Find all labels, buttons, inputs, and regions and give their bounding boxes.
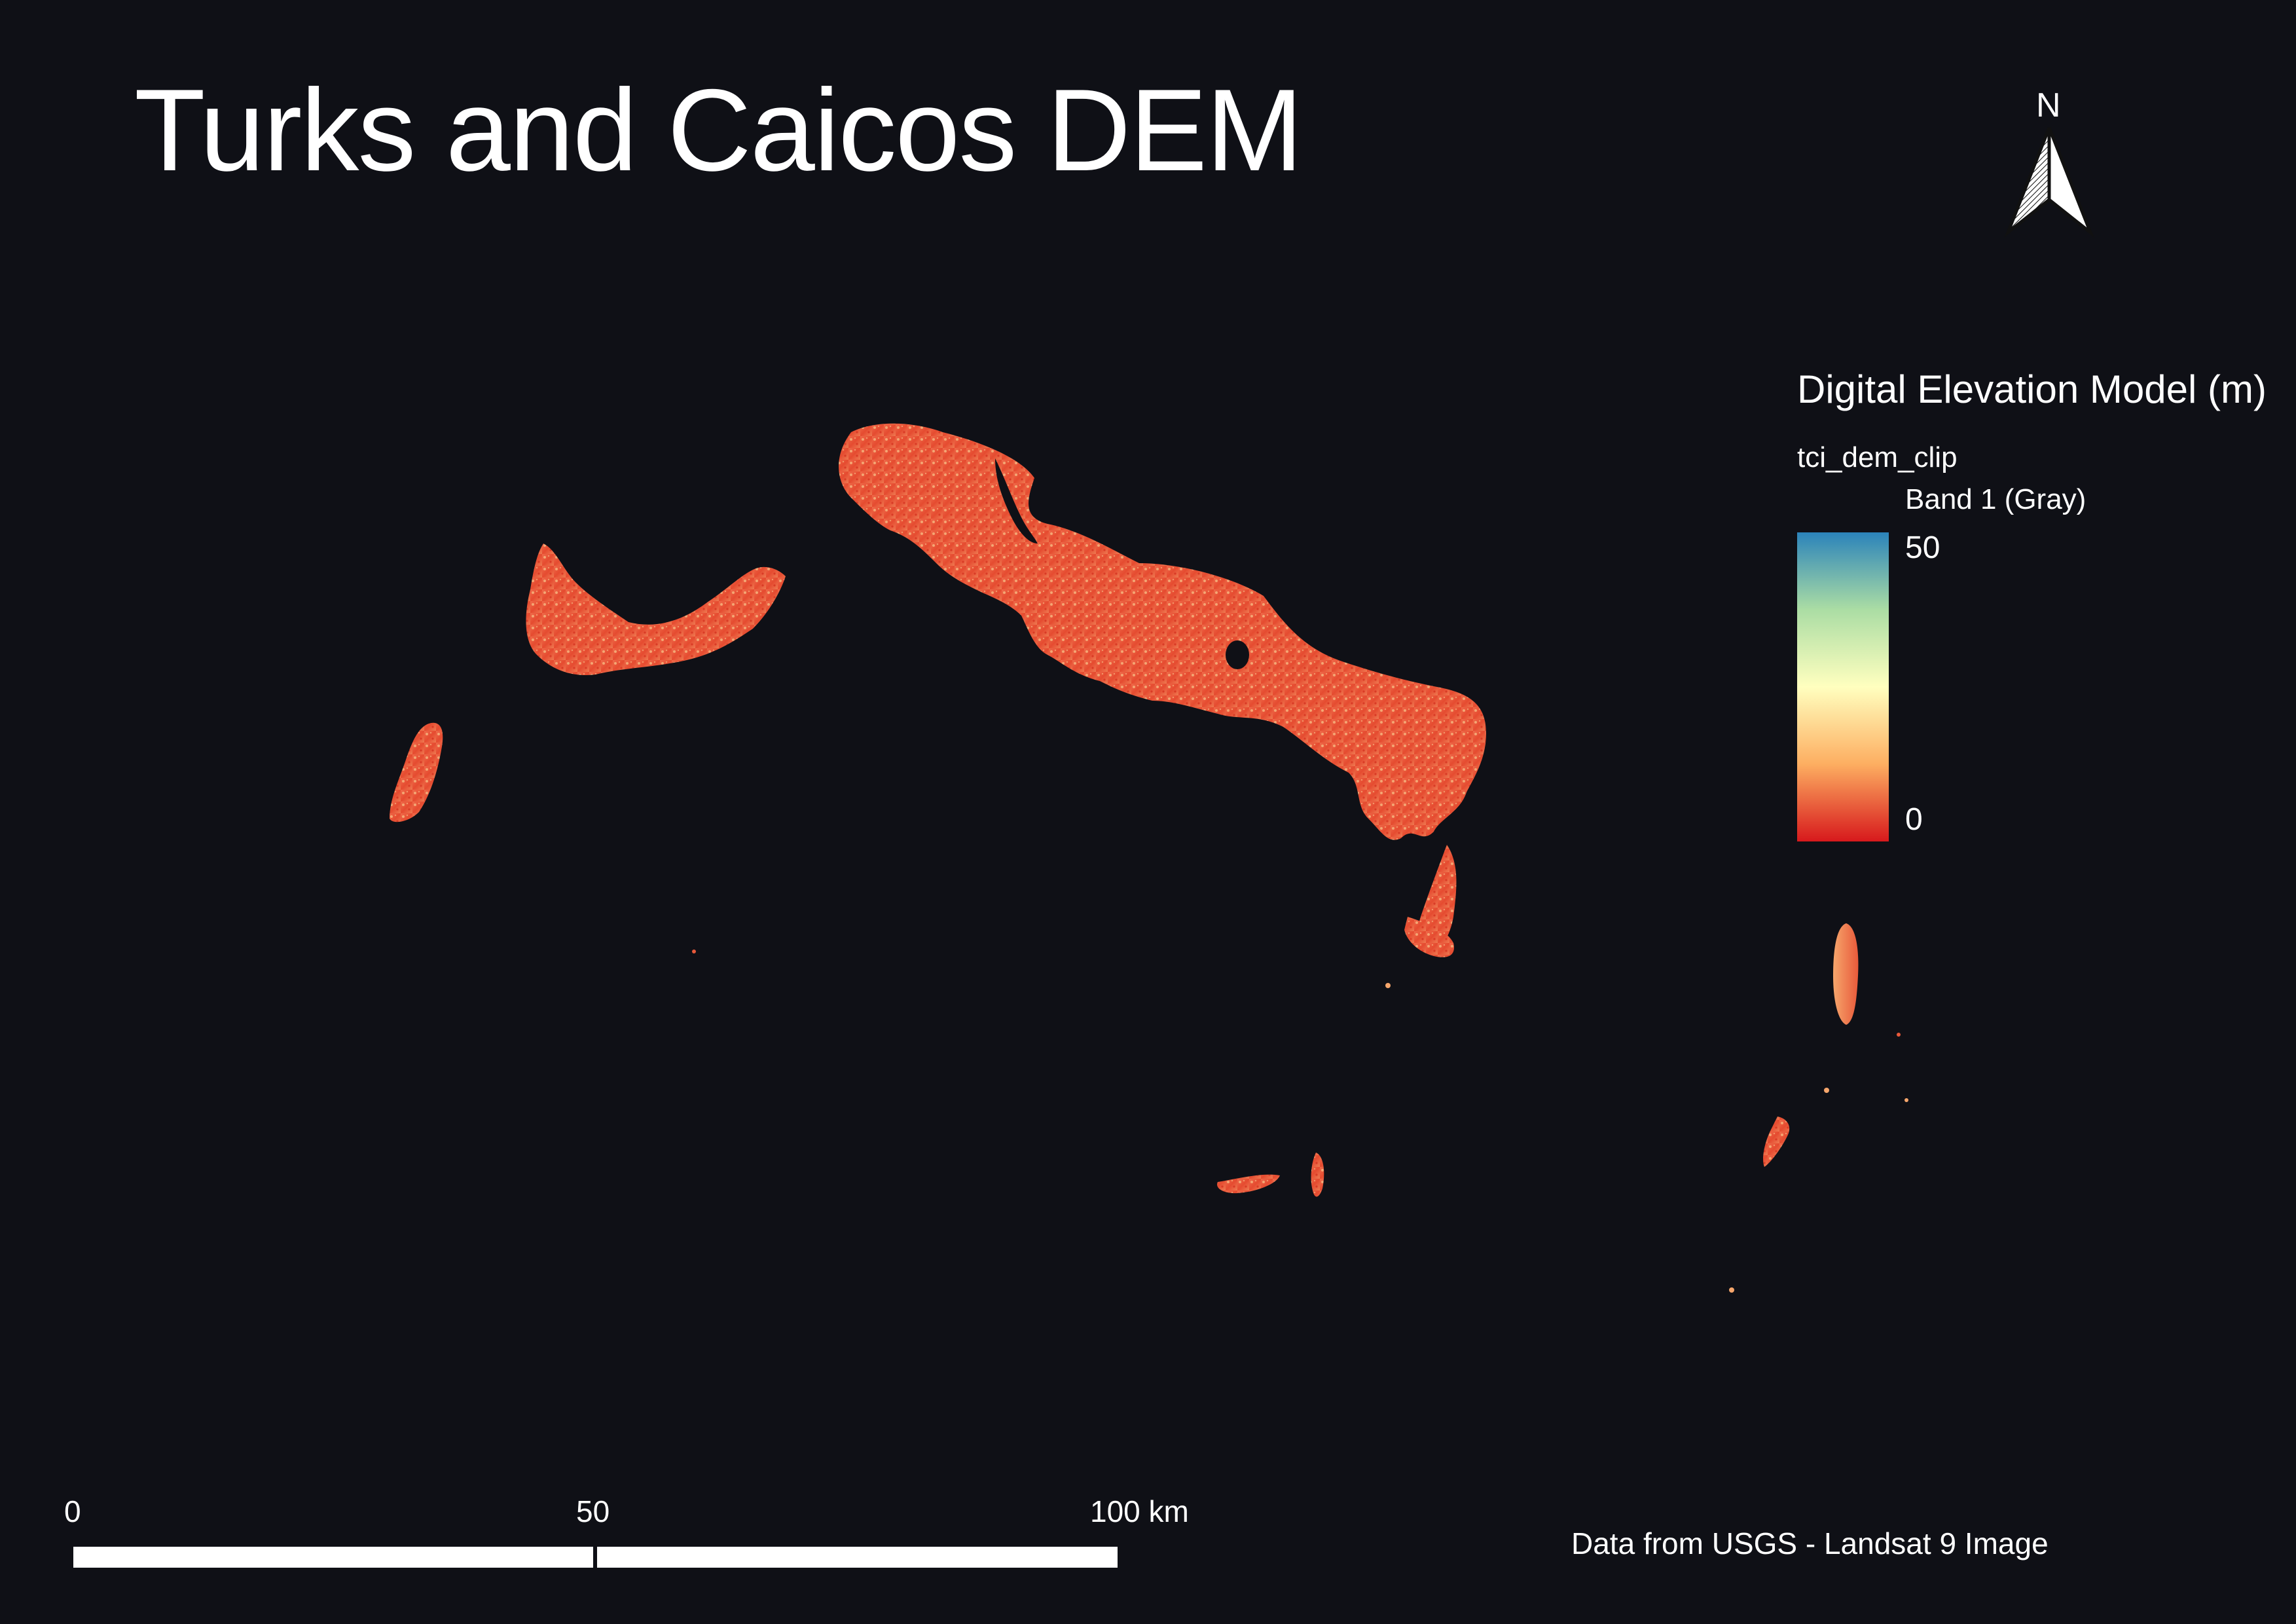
island-little-ambergris xyxy=(1311,1153,1324,1196)
island-providenciales xyxy=(526,544,786,675)
island-east-caicos-south xyxy=(1418,845,1456,956)
cay-5 xyxy=(1824,1088,1829,1093)
scale-tick-0: 0 xyxy=(64,1496,81,1526)
scale-segment-2 xyxy=(597,1547,1118,1568)
map-title: Turks and Caicos DEM xyxy=(134,72,1302,189)
legend-color-ramp xyxy=(1797,532,1889,841)
island-salt-cay xyxy=(1763,1116,1789,1167)
cay-6 xyxy=(1904,1098,1908,1102)
island-ambergris xyxy=(1217,1175,1280,1193)
cay-4 xyxy=(1897,1033,1901,1037)
legend: Digital Elevation Model (m) tci_dem_clip… xyxy=(1797,367,2282,864)
island-north-middle-caicos xyxy=(839,424,1486,840)
cay-2 xyxy=(692,950,696,953)
cay-3 xyxy=(1729,1287,1734,1293)
cay-1 xyxy=(1385,983,1391,988)
lagoon-1 xyxy=(995,458,1038,544)
data-credit: Data from USGS - Landsat 9 Image xyxy=(1571,1526,2049,1561)
island-west-caicos xyxy=(390,723,443,822)
island-grand-turk xyxy=(1833,923,1858,1025)
legend-max-label: 50 xyxy=(1905,532,1940,564)
scale-bar xyxy=(73,1547,1118,1568)
legend-layer-name: tci_dem_clip xyxy=(1797,441,1958,474)
scale-tick-50: 50 xyxy=(576,1496,610,1526)
lagoon-2 xyxy=(1226,640,1249,669)
legend-min-label: 0 xyxy=(1905,804,1923,836)
scale-segment-1 xyxy=(73,1547,593,1568)
legend-title: Digital Elevation Model (m) xyxy=(1797,367,2267,412)
north-arrow-icon xyxy=(2000,88,2098,246)
island-south-caicos xyxy=(1404,917,1454,957)
scale-tick-100: 100 km xyxy=(1090,1496,1189,1526)
legend-band-name: Band 1 (Gray) xyxy=(1905,483,2086,516)
